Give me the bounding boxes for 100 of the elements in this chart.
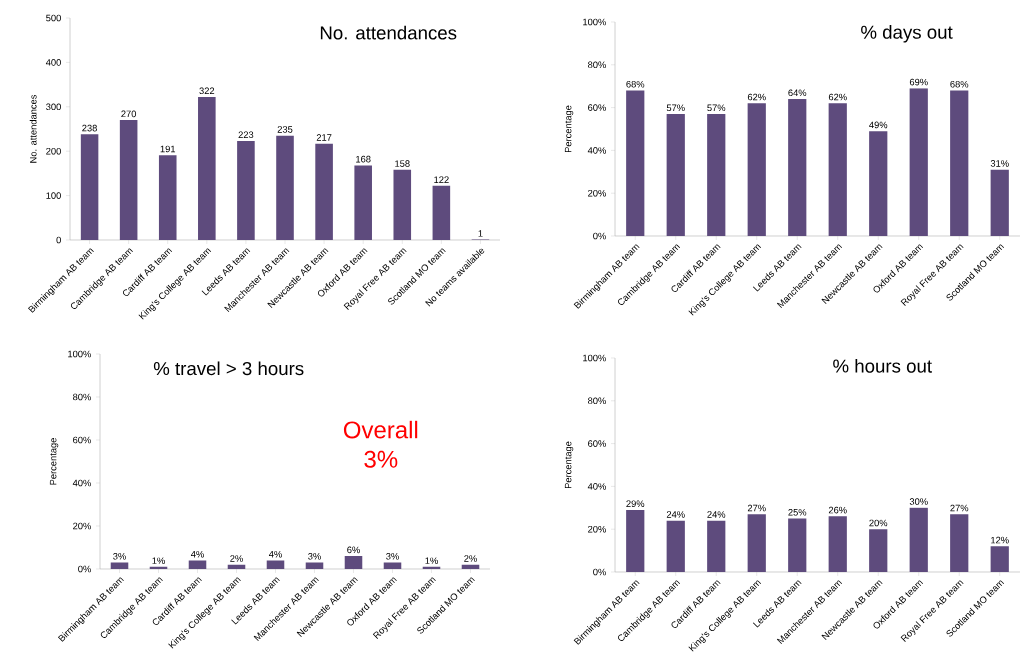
y-tick-label: 80% — [588, 61, 606, 69]
data-label: 238 — [82, 124, 97, 132]
y-tick-label: 40% — [587, 483, 606, 490]
bar — [950, 90, 969, 236]
data-label: 68% — [950, 80, 969, 88]
y-axis-title: Percentage — [564, 105, 574, 153]
bar — [909, 507, 928, 572]
y-tick-label: 100% — [583, 354, 606, 362]
bar — [393, 169, 412, 240]
data-label: 3% — [308, 553, 321, 560]
data-label: 122 — [434, 176, 449, 183]
data-label: 69% — [909, 78, 928, 86]
data-label: 191 — [160, 145, 176, 153]
y-axis-title: Percentage — [49, 438, 59, 485]
y-tick-label: 40% — [587, 147, 606, 154]
data-label: 2% — [464, 555, 477, 562]
bar — [828, 103, 847, 236]
bar — [198, 97, 216, 240]
y-tick-label: 0 — [56, 236, 61, 244]
y-tick-label: 0% — [593, 232, 606, 240]
data-label: 6% — [347, 546, 360, 554]
data-label: 29% — [626, 500, 645, 507]
data-label: 68% — [626, 80, 645, 88]
y-tick-label: 100% — [68, 350, 91, 358]
data-label: 24% — [707, 511, 726, 518]
data-label: 235 — [277, 126, 293, 133]
data-label: 223 — [238, 131, 254, 139]
data-label: 64% — [788, 89, 807, 97]
bar — [315, 143, 333, 240]
bar — [990, 169, 1009, 236]
y-tick-label: 80% — [588, 397, 606, 405]
y-tick-label: 60% — [73, 436, 91, 444]
y-tick-label: 40% — [72, 479, 91, 487]
y-tick-label: 100% — [583, 18, 606, 26]
data-label: 26% — [828, 506, 847, 514]
bar — [828, 516, 847, 572]
bar — [788, 99, 807, 236]
bar — [119, 120, 138, 240]
bar — [666, 520, 685, 572]
y-tick-label: 300 — [46, 103, 61, 111]
data-label: 20% — [869, 519, 888, 527]
y-tick-label: 400 — [45, 59, 61, 66]
data-label: 4% — [190, 550, 204, 558]
y-axis-title: No. attendances — [29, 94, 37, 163]
y-tick-label: 0% — [593, 568, 606, 576]
bar — [950, 514, 969, 572]
bar — [788, 518, 807, 572]
y-tick-label: 200 — [46, 147, 61, 155]
data-label: 270 — [121, 110, 137, 118]
bar — [666, 114, 685, 236]
y-tick-label: 60% — [588, 440, 606, 447]
data-label: 25% — [788, 508, 807, 516]
bar — [990, 546, 1009, 572]
bar — [626, 509, 645, 572]
y-axis-title: Percentage — [564, 441, 574, 489]
y-tick-label: 20% — [73, 522, 91, 530]
bar — [237, 140, 255, 240]
chart-title: % travel > 3 hours — [153, 361, 304, 376]
bar — [909, 88, 928, 236]
y-tick-label: 20% — [588, 189, 606, 197]
bar — [747, 103, 766, 236]
data-label: 3% — [386, 553, 399, 560]
data-label: 31% — [990, 160, 1009, 167]
y-tick-label: 80% — [73, 393, 91, 401]
bar — [869, 131, 888, 236]
data-label: 2% — [230, 555, 243, 562]
bar — [80, 134, 99, 240]
y-tick-label: 500 — [46, 14, 61, 22]
bar — [707, 114, 726, 236]
y-tick-label: 0% — [78, 565, 91, 573]
bar — [869, 529, 888, 572]
data-label: 322 — [199, 87, 215, 95]
data-label: 4% — [268, 550, 282, 558]
bar — [276, 135, 294, 240]
y-tick-label: 100 — [46, 192, 61, 199]
data-label: 158 — [395, 160, 410, 167]
data-label: 62% — [828, 93, 847, 101]
chart-title: % days out — [861, 25, 953, 43]
chart-title: No. attendances — [320, 25, 457, 40]
data-label: 3% — [113, 553, 126, 560]
bar — [432, 185, 451, 240]
y-tick-label: 20% — [588, 525, 606, 533]
data-label: 62% — [747, 93, 766, 101]
data-label: 30% — [909, 498, 928, 505]
data-label: 57% — [666, 104, 685, 112]
bar — [354, 165, 372, 240]
bar — [707, 520, 726, 572]
y-tick-label: 60% — [588, 104, 606, 111]
data-label: 12% — [991, 536, 1009, 544]
annotation: Overall 3% — [343, 420, 418, 468]
data-label: 168 — [356, 155, 371, 163]
data-label: 49% — [869, 121, 888, 129]
bar — [626, 90, 645, 236]
data-label: 24% — [666, 511, 685, 518]
chart-title: % hours out — [833, 358, 932, 373]
data-label: 217 — [316, 134, 332, 141]
bar — [747, 514, 766, 572]
bar — [158, 155, 177, 240]
data-label: 27% — [747, 504, 766, 512]
data-label: 57% — [707, 104, 726, 112]
